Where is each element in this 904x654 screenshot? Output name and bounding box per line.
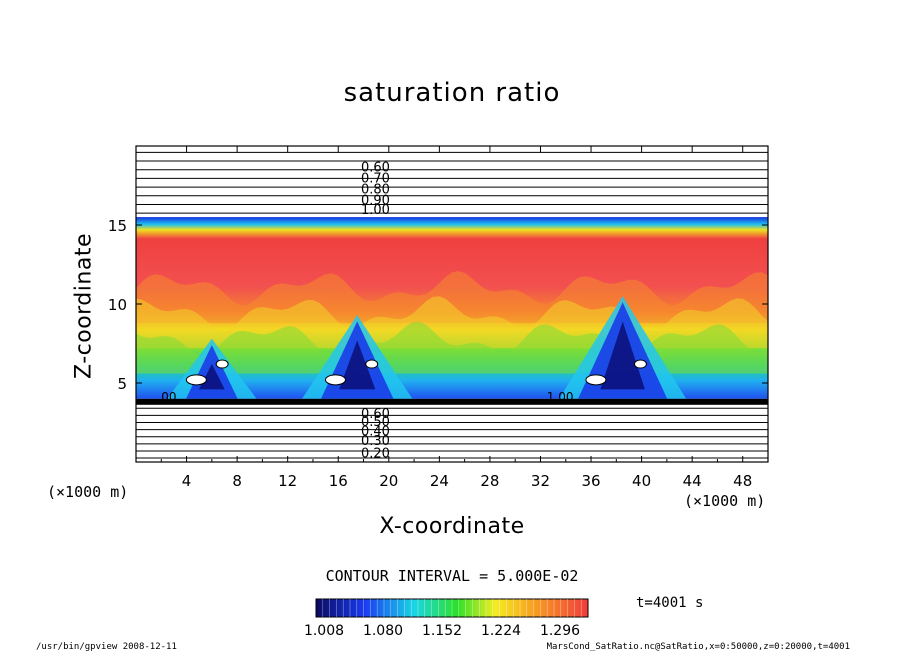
x-tick-label: 44 [683, 472, 702, 490]
cloud-hole [215, 359, 229, 369]
x-tick-label: 20 [379, 472, 398, 490]
x-tick-label: 8 [232, 472, 242, 490]
colorbar-tick-label: 1.080 [363, 623, 403, 639]
x-tick-label: 28 [480, 472, 499, 490]
footer-right: MarsCond_SatRatio.nc@SatRatio,x=0:50000,… [546, 642, 850, 652]
y-tick-label: 15 [108, 217, 127, 235]
x-tick-label: 48 [733, 472, 752, 490]
x-tick-label: 4 [182, 472, 192, 490]
contour-label-mid: 1.00 [547, 390, 574, 404]
colorbar-tick-label: 1.224 [481, 623, 521, 639]
x-tick-label: 40 [632, 472, 651, 490]
cloud-interior [339, 340, 376, 390]
x-axis-label: X-coordinate [379, 514, 525, 539]
contour-label-lower: 0.40 [361, 424, 390, 439]
x-tick-label: 36 [581, 472, 600, 490]
x-unit-label-left: (×1000 m) [47, 483, 129, 501]
footer-left: /usr/bin/gpview 2008-12-11 [36, 642, 177, 652]
colorbar: 1.008 1.080 1.152 1.224 1.296 [304, 598, 589, 639]
colorbar-tick-label: 1.296 [540, 623, 580, 639]
chart-title: saturation ratio [343, 78, 561, 108]
contour-label-lower: 0.30 [361, 434, 390, 449]
x-tick-label: 12 [278, 472, 297, 490]
contour-label-upper: 0.70 [361, 172, 390, 187]
contour-label-lower: 0.60 [361, 407, 390, 422]
contour-label-upper: 0.90 [361, 194, 390, 209]
colorbar-tick-label: 1.008 [304, 623, 344, 639]
contour-label-upper: 0.80 [361, 183, 390, 198]
colorbar-tick-label: 1.152 [422, 623, 462, 639]
x-unit-label-right: (×1000 m) [684, 492, 766, 510]
x-tick-label: 16 [329, 472, 348, 490]
y-axis-label: Z-coordinate [71, 233, 97, 379]
plot-area: 0.600.700.800.901.000.600.500.400.300.20… [136, 151, 768, 462]
cloud-interior [198, 364, 225, 390]
contour-label-left: .00 [157, 390, 176, 404]
cloud-interior [600, 321, 645, 390]
x-tick-label: 24 [430, 472, 449, 490]
contour-dense-boundary [136, 398, 768, 405]
contour-label-upper: 0.60 [361, 161, 390, 176]
contour-interval-text: CONTOUR INTERVAL = 5.000E-02 [325, 567, 579, 585]
x-tick-label: 32 [531, 472, 550, 490]
field-group: 0.600.700.800.901.000.600.500.400.300.20… [136, 151, 768, 462]
cloud-hole [185, 374, 207, 386]
contour-label-lower: 0.20 [361, 447, 390, 462]
cloud-hole [585, 374, 607, 386]
time-label: t=4001 s [636, 595, 704, 611]
contour-label-upper: 1.00 [361, 203, 390, 218]
cloud-hole [365, 359, 379, 369]
y-tick-label: 10 [108, 296, 127, 314]
y-tick-label: 5 [117, 375, 127, 393]
cloud-hole [633, 359, 647, 369]
cloud-hole [324, 374, 346, 386]
contour-label-lower: 0.50 [361, 415, 390, 430]
